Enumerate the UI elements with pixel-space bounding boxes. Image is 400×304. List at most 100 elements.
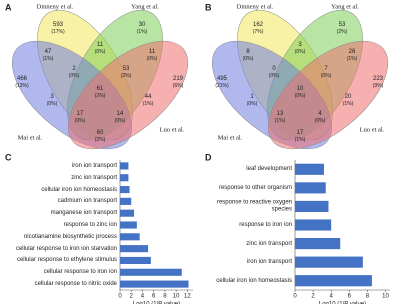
panel-letter: A [5,2,12,12]
region-count: 17 [77,111,84,117]
region-share: (0%) [47,101,58,107]
category-label: response to iron ion [239,221,292,228]
x-axis-title: Log10 (1/P value) [319,302,366,304]
category-label: cadmium ion transport [57,198,117,205]
region-count: 0 [272,66,276,72]
category-label: cellular response to iron ion [43,269,117,276]
region-share: (1%) [295,137,306,143]
region-share: (2%) [95,93,106,99]
category-label: cellular response to ethylene stimulus [16,257,117,264]
category-label: iron ion transport [71,162,117,169]
region-count: 44 [145,94,152,100]
x-tick-label: 8 [366,294,370,300]
category-label: nicotianamine biosynthetic process [23,233,117,240]
region-share: (1%) [137,29,148,35]
set-label: Mai et al. [18,134,43,141]
region-share: (1%) [275,118,286,124]
bar [295,219,332,231]
set-label: Luo et al. [360,126,385,133]
region-share: (13%) [15,83,29,89]
venn-set [67,40,189,150]
region-share: (2%) [121,73,132,79]
region-share: (1%) [43,56,54,62]
category-label: leaf development [246,166,292,173]
region-count: 7 [324,66,328,72]
bar [120,256,151,264]
x-tick-label: 10 [173,294,180,300]
region-share: (1%) [343,101,354,107]
x-tick-label: 6 [348,294,352,300]
category-label: cellular iron ion homeostasis [216,277,292,284]
category-label: iron ion transport [246,258,292,265]
category-label: manganese ion transport [50,209,117,216]
category-label: zinc ion transport [246,240,292,247]
region-share: (2%) [95,137,106,143]
bar [120,209,135,217]
region-count: 162 [253,22,264,28]
bar [120,221,137,229]
bar [295,182,326,194]
bar [295,275,372,287]
bar [120,280,189,288]
region-count: 8 [246,49,250,55]
set-label: Yang et al. [131,3,159,10]
region-share: (9%) [373,83,384,89]
region-count: 495 [217,76,228,82]
x-tick-label: 8 [163,294,167,300]
x-tick-label: 2 [311,294,315,300]
region-share: (2%) [337,29,348,35]
region-share: (0%) [315,118,326,124]
x-axis-title: Log10 (1/P value) [133,302,180,304]
x-tick-label: 6 [152,294,156,300]
region-count: 30 [139,22,146,28]
bar [120,174,129,182]
region-count: 3 [50,94,54,100]
panel-letter: C [5,152,12,162]
region-share: (0%) [295,93,306,99]
x-tick-label: 4 [330,294,334,300]
x-tick-label: 0 [118,294,122,300]
region-share: (6%) [173,83,184,89]
region-count: 14 [117,111,124,117]
x-tick-label: 12 [184,294,191,300]
category-label: zinc ion transport [71,174,117,181]
region-count: 4 [318,111,322,117]
region-count: 11 [149,49,156,55]
region-share: (0%) [69,73,80,79]
set-label: Yang et al. [331,3,359,10]
region-count: 11 [97,42,104,48]
bar [295,238,341,250]
region-count: 13 [277,111,284,117]
region-share: (7%) [253,29,264,35]
region-count: 61 [97,86,104,92]
category-label: cellular iron ion homeostasis [41,186,117,193]
region-count: 466 [17,76,28,82]
region-count: 60 [97,130,104,136]
region-count: 26 [349,49,356,55]
region-count: 10 [297,86,304,92]
bar [295,256,363,268]
x-tick-label: 0 [293,294,297,300]
region-count: 47 [45,49,52,55]
panel-letter: B [205,2,212,12]
category-label: response to zinc ion [63,221,117,228]
bar [120,233,140,241]
venn-set [267,40,389,150]
x-tick-label: 2 [130,294,134,300]
region-share: (0%) [247,101,258,107]
region-count: 223 [373,76,384,82]
set-label: Dinneny et al. [37,3,74,10]
bar [120,197,132,205]
region-count: 53 [123,66,130,72]
region-count: 593 [53,22,64,28]
region-count: 3 [298,42,302,48]
region-share: (1%) [347,56,358,62]
region-share: (0%) [321,73,332,79]
region-share: (1%) [143,101,154,107]
bar [120,268,182,276]
region-share: (0%) [115,118,126,124]
region-count: 53 [339,22,346,28]
region-count: 20 [345,94,352,100]
